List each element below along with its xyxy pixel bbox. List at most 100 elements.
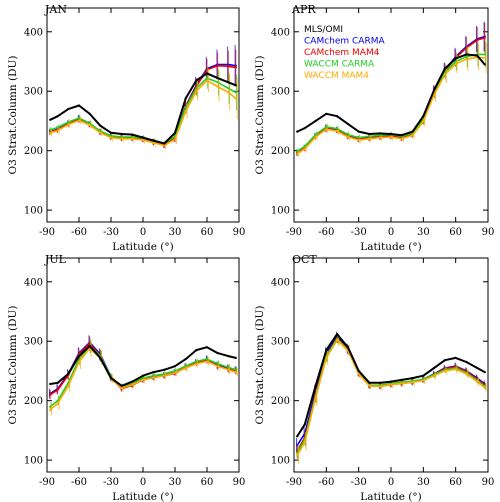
data-point [120,135,123,139]
data-point [216,362,219,365]
legend-entry: MLS/OMI [304,25,343,35]
data-point [227,81,230,84]
series-4 [49,68,238,149]
data-point [195,362,198,365]
data-point [56,129,59,132]
data-point [77,116,81,120]
data-point [152,139,155,142]
data-point [336,115,339,118]
data-point [325,349,328,352]
y-tick-label: 300 [24,337,43,348]
x-tick-label: 90 [482,477,495,488]
data-point [422,120,425,123]
plot-frame [46,7,240,223]
data-point [389,380,393,383]
data-point [195,79,198,82]
data-point [325,112,328,115]
data-point [67,372,70,376]
data-point [303,145,306,148]
data-point [120,387,123,390]
data-point [389,135,393,139]
y-axis-label: O3 Strat.Column (DU) [254,56,266,175]
data-point [234,97,237,100]
data-point [234,371,237,374]
data-point [346,133,349,136]
series-0 [49,72,237,145]
panel-title: APR [291,3,316,16]
series-0 [296,332,486,438]
x-tick-label: 0 [388,227,394,238]
data-point [184,97,187,100]
panel-jul: JUL -90 -60 -30 0 30 60 90 100 200 300 400 Latitude … [7,253,245,502]
data-point [379,136,382,139]
data-point [173,371,177,374]
data-point [379,381,382,384]
legend-entry: WACCM MAM4 [304,71,369,81]
x-tick-label: -60 [71,227,87,238]
data-point [99,356,102,359]
data-point [216,352,219,355]
series-2 [296,333,486,459]
data-point [296,454,299,457]
data-point [109,134,113,137]
data-point [325,356,328,359]
data-point [205,72,209,75]
data-point [131,133,134,136]
x-axis-label: Latitude (°) [112,241,174,253]
data-point [454,356,457,359]
data-point [120,137,123,140]
data-point [49,128,52,131]
panel-apr: APR -90 -60 -30 0 30 60 90 100 200 300 400 Latitude … [254,3,494,253]
data-point [195,90,198,93]
data-point [49,405,52,408]
data-point [184,106,187,109]
data-point [195,87,198,90]
x-tick-label: 60 [201,227,214,238]
data-point [131,137,134,140]
data-point [49,118,52,121]
data-point [433,88,436,92]
data-point [379,385,382,388]
plot-area [49,44,238,149]
data-point [476,366,479,370]
data-point [422,374,425,377]
data-point [77,354,81,358]
panel-jan: JAN -90 -60 -30 0 30 60 90 100 200 300 400 Latitude … [7,3,245,253]
data-point [454,368,457,371]
data-point [109,376,113,380]
data-point [314,133,317,136]
x-tick-label: 0 [140,227,146,238]
x-tick-label: -60 [318,477,334,488]
data-point [67,121,70,124]
data-point [109,131,113,134]
data-point [152,371,155,374]
data-point [205,360,209,363]
data-point [296,152,299,155]
data-point [476,54,479,57]
data-point [234,66,237,69]
data-point [99,131,102,134]
data-point [184,366,187,370]
data-point [433,93,436,96]
series-2 [49,49,237,149]
data-point [400,378,403,381]
data-point [454,57,457,60]
data-point [296,150,299,153]
data-point [336,129,339,133]
data-point [443,369,446,373]
data-point [163,144,166,147]
x-tick-label: 0 [388,477,394,488]
x-axis-label: Latitude (°) [360,241,422,253]
data-point [296,130,299,133]
data-point [173,138,177,141]
data-point [422,115,425,118]
data-point [67,107,70,111]
legend-entry: WACCM CARMA [304,60,375,70]
data-point [195,360,198,363]
data-point [443,67,446,70]
data-point [357,136,360,139]
data-point [433,366,436,370]
data-point [173,131,177,134]
data-point [227,65,230,68]
